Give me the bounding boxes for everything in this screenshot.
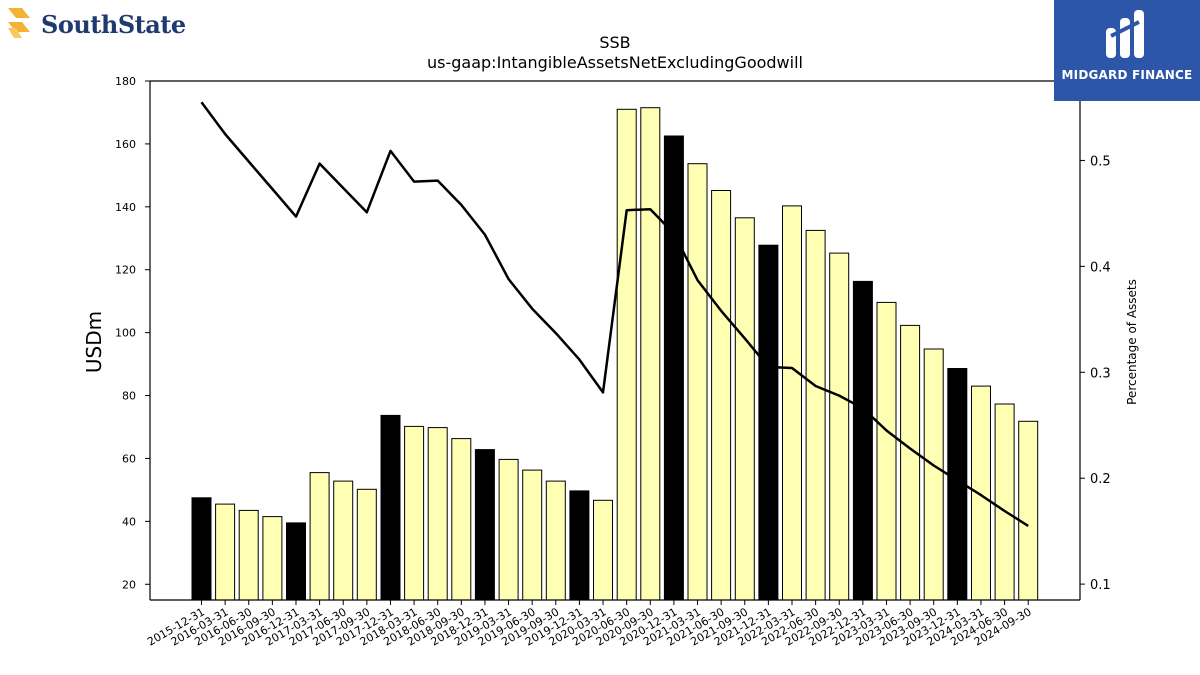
bar-2023-06-30 [900,324,921,601]
bar-2016-03-31 [215,503,236,601]
bar-2019-03-31 [498,458,519,601]
y-tick-label: 180 [115,75,136,88]
y-tick-label: 140 [115,201,136,214]
bar-2022-09-30 [829,252,850,601]
bar-2020-06-30 [616,108,637,601]
bar-2015-12-31 [191,497,212,601]
bar-2017-12-31 [380,414,401,601]
midgard-logo-text: MIDGARD FINANCE [1061,68,1193,82]
y-tick-label: 60 [122,452,136,465]
axes: 204060801001201401601800.10.20.30.40.520… [115,75,1111,649]
bar-2017-03-31 [309,472,330,601]
bar-2016-09-30 [262,516,283,601]
bar-2019-09-30 [545,480,566,601]
bar-2022-03-31 [782,205,802,601]
bar-2020-03-31 [593,499,613,601]
y2-tick-label: 0.4 [1090,260,1111,275]
line-layer [200,101,1029,527]
y2-tick-label: 0.2 [1090,472,1111,487]
bar-2020-09-30 [640,107,661,601]
bar-2017-06-30 [333,480,354,601]
bar-2016-06-30 [238,509,259,601]
percentage-line [200,101,1029,527]
bar-2018-03-31 [404,425,425,601]
y2-tick-label: 0.1 [1090,578,1111,593]
bar-2022-12-31 [852,280,873,601]
y-tick-label: 80 [122,390,136,403]
y2-axis-label: Percentage of Assets [1125,279,1139,405]
midgard-mark-icon [1106,10,1144,58]
y-tick-label: 20 [122,578,136,591]
bar-2021-12-31 [758,244,779,601]
bar-2019-06-30 [522,469,543,601]
bar-2016-12-31 [286,522,306,601]
y2-tick-label: 0.5 [1090,154,1111,169]
bar-2020-12-31 [663,135,684,601]
southstate-logo-text: SouthState [41,10,186,39]
bar-2024-06-30 [994,403,1015,601]
bar-2018-06-30 [427,427,448,601]
y2-tick-label: 0.3 [1090,366,1111,381]
midgard-finance-logo: MIDGARD FINANCE [1054,0,1200,101]
bar-2018-12-31 [474,449,495,601]
bar-2017-09-30 [356,488,377,601]
bar-2022-06-30 [805,229,826,601]
bar-2024-03-31 [971,385,991,601]
bar-2018-09-30 [451,438,472,601]
bar-2023-03-31 [876,301,897,601]
southstate-mark-icon [8,8,30,38]
bar-2024-09-30 [1018,420,1039,601]
bar-2019-12-31 [569,490,590,601]
y-axis-label: USDm [82,311,106,373]
bar-2021-09-30 [734,217,755,601]
southstate-logo: SouthState [4,4,186,44]
bar-2023-09-30 [923,348,944,601]
y-tick-label: 120 [115,264,136,277]
y-tick-label: 100 [115,327,136,340]
chart-subtitle: us-gaap:IntangibleAssetsNetExcludingGood… [427,53,803,72]
bar-2021-06-30 [711,190,732,601]
chart-title: SSB [599,33,630,52]
y-tick-label: 160 [115,138,136,151]
y-tick-label: 40 [122,515,136,528]
bar-2021-03-31 [687,163,708,601]
bar-group [191,107,1039,601]
